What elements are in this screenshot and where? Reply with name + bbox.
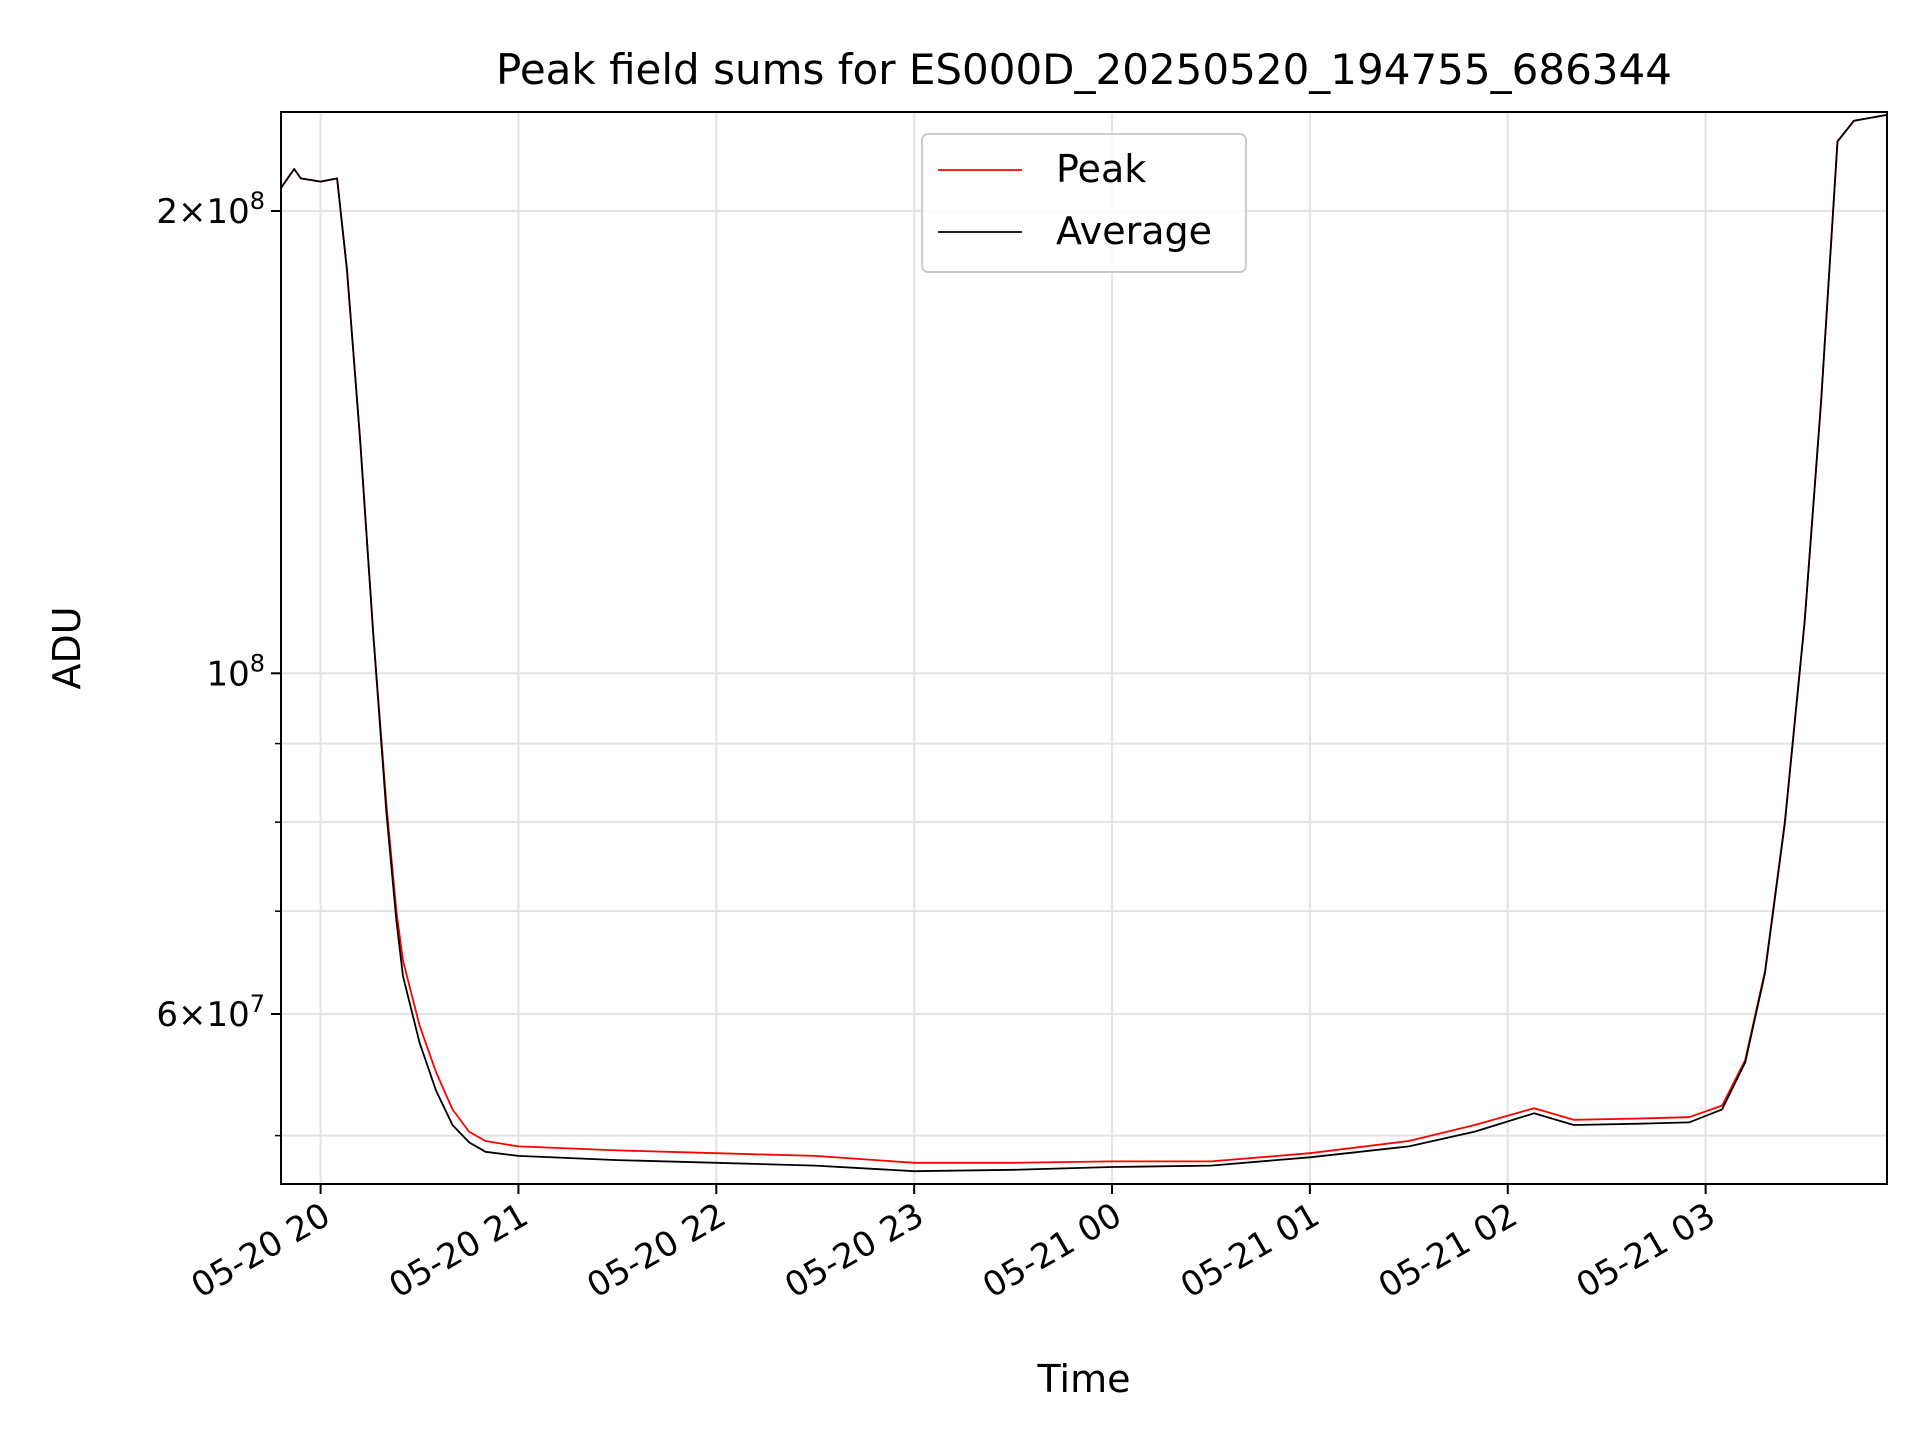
grid-lines — [281, 112, 1887, 1184]
legend-box — [921, 133, 1247, 273]
series-layer — [280, 114, 1888, 1173]
y-tick-label: 2×108 — [156, 187, 265, 232]
legend-label-average: Average — [1056, 209, 1212, 253]
chart-title: Peak field sums for ES000D_20250520_1947… — [496, 45, 1672, 94]
y-axis-label: ADU — [45, 606, 89, 689]
plot-frame — [280, 111, 1888, 1185]
x-axis-label: Time — [1037, 1357, 1131, 1401]
y-tick-label: 108 — [206, 649, 265, 694]
legend: Peak Average — [921, 133, 1247, 273]
y-axis: 2×108 108 6×107 — [156, 187, 281, 1137]
series-line-average — [280, 114, 1888, 1173]
legend-label-peak: Peak — [1056, 147, 1146, 191]
y-tick-label: 6×107 — [156, 990, 265, 1035]
